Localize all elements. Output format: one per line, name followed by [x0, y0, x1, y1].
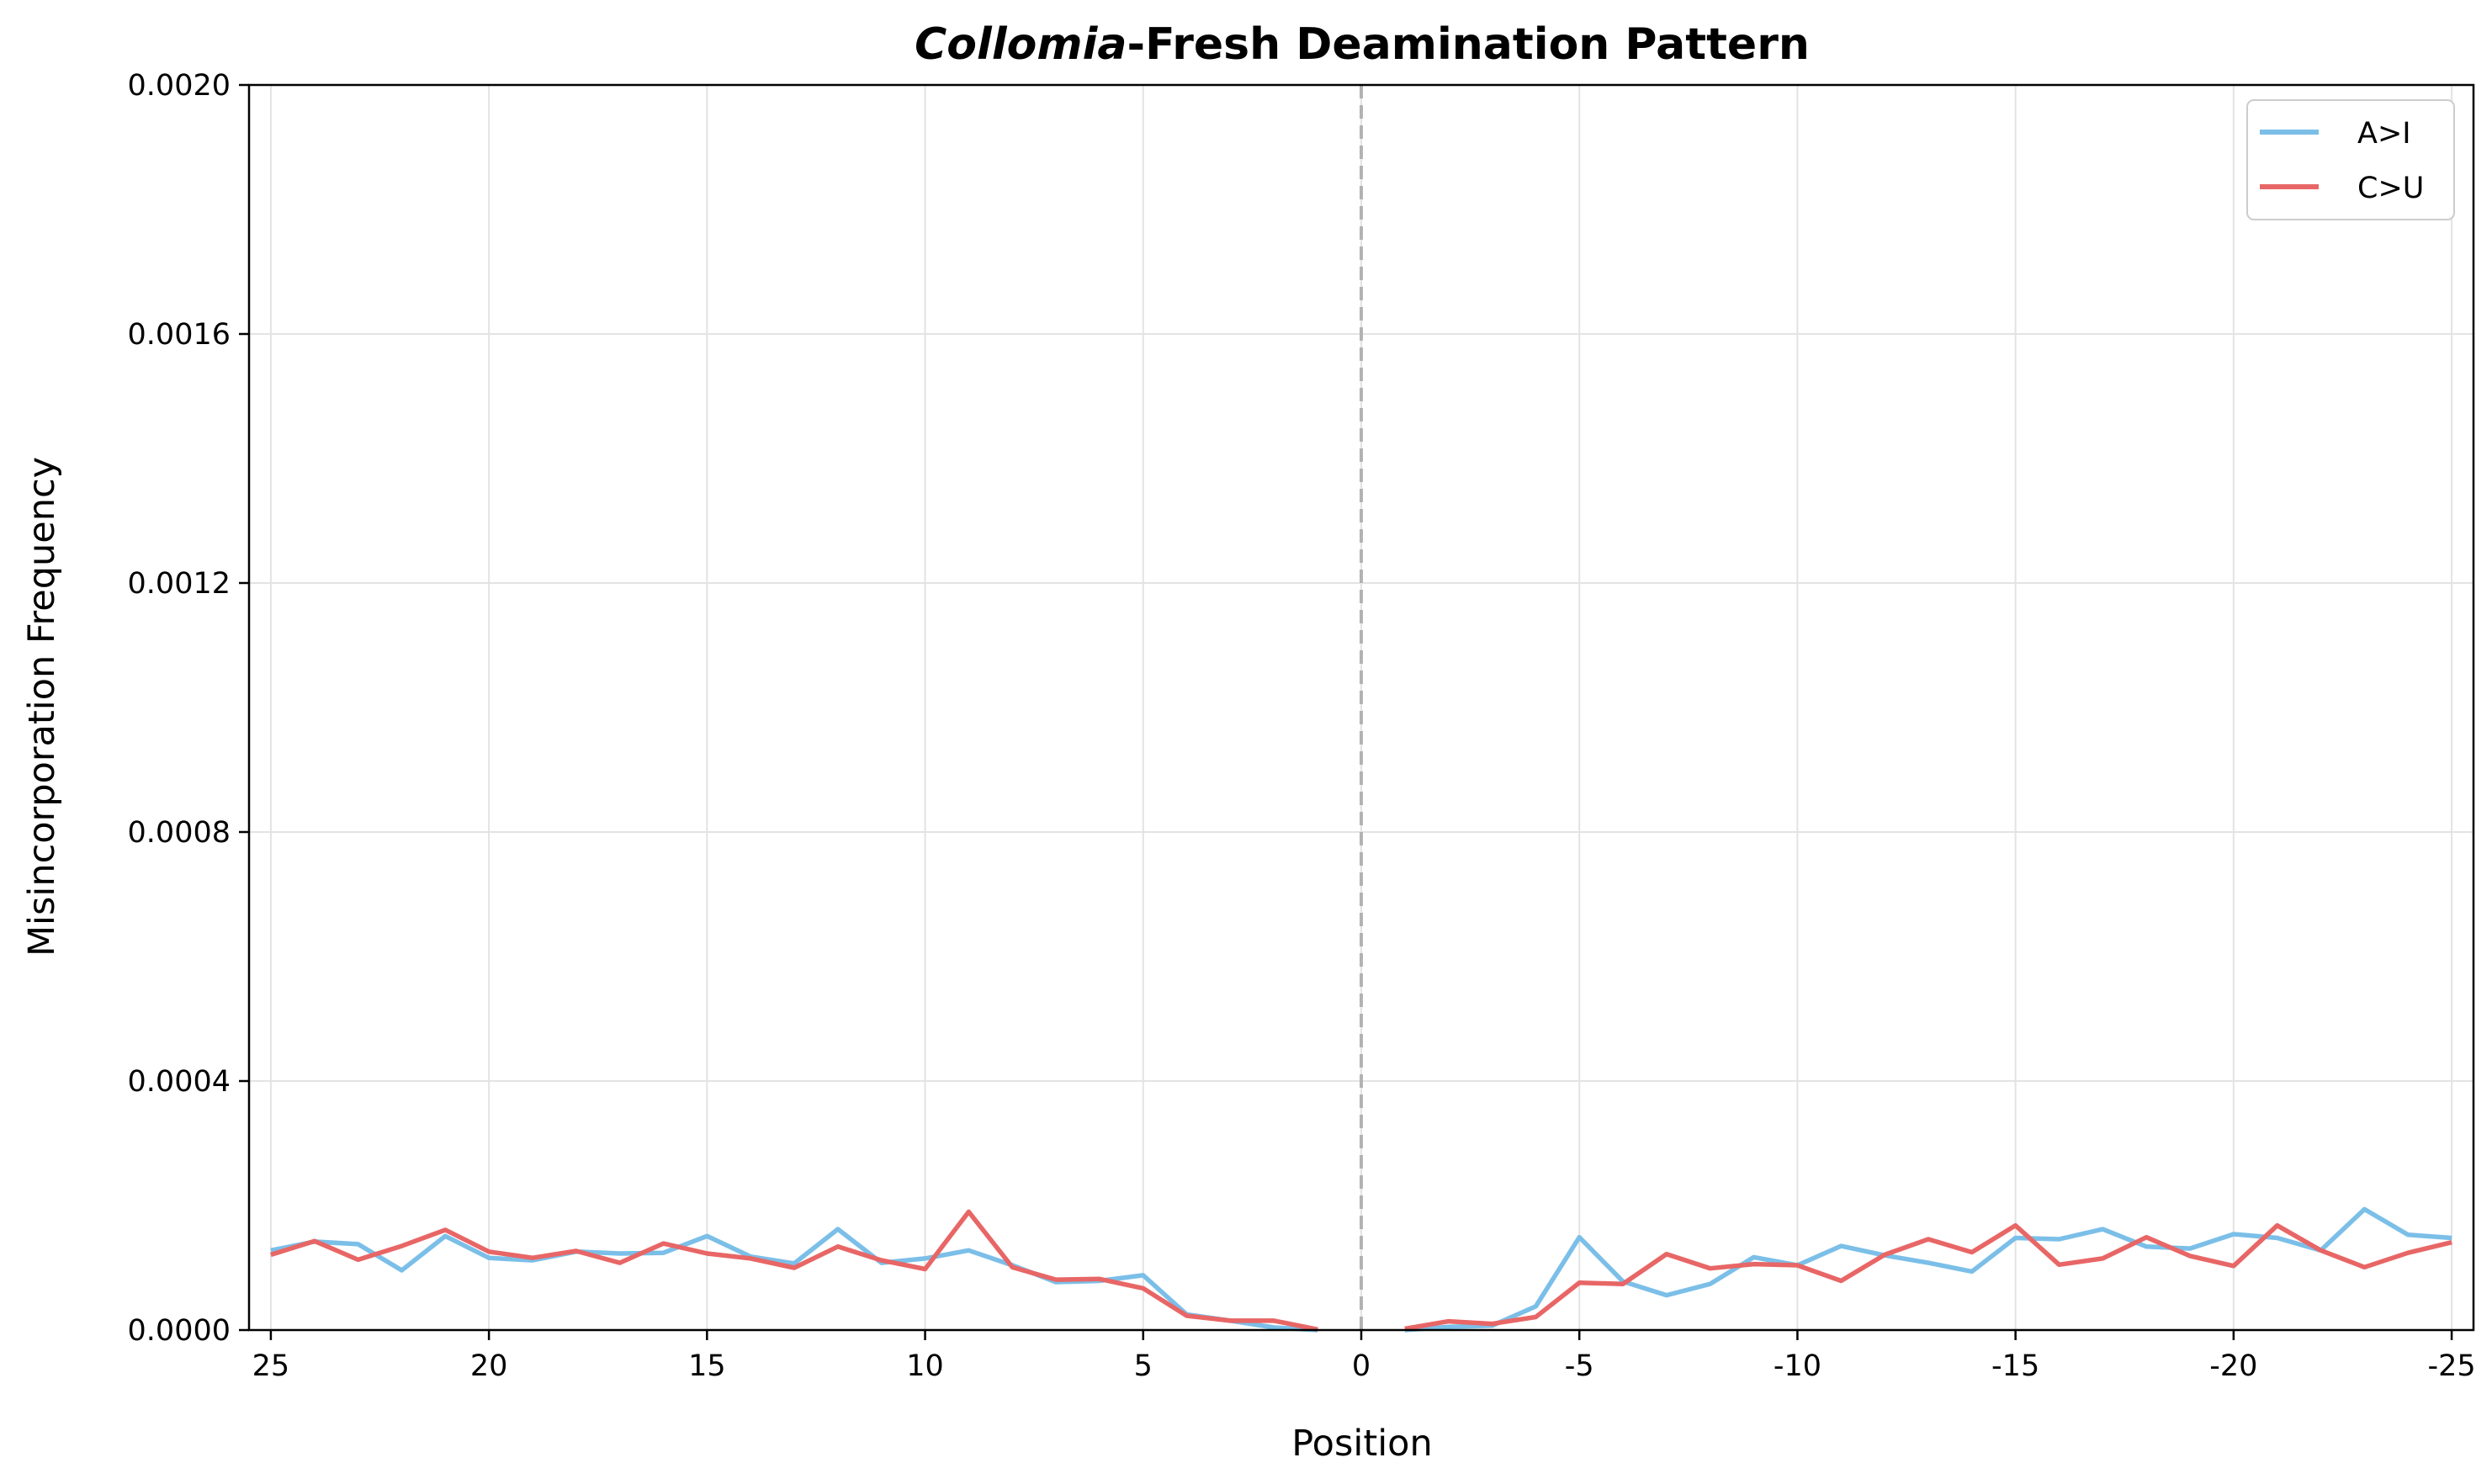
series-line-c-to-u-right	[1404, 1222, 2452, 1332]
x-tick-label: 20	[470, 1349, 508, 1383]
x-axis-title: Position	[1291, 1423, 1432, 1465]
y-tick-label: 0.0012	[128, 567, 231, 601]
y-tick-label: 0.0020	[128, 69, 231, 103]
series-line-a-to-i-right	[1404, 1206, 2452, 1333]
series-line-c-to-u-left	[270, 1209, 1318, 1332]
x-tick-label: -15	[1991, 1349, 2039, 1383]
x-tick-label: 10	[906, 1349, 944, 1383]
x-tick-label: -25	[2427, 1349, 2475, 1383]
x-tick-label: -5	[1565, 1349, 1594, 1383]
chart-title-italic: Collomia	[915, 19, 1127, 70]
x-tick-label: 0	[1352, 1349, 1371, 1383]
series-lines	[270, 1206, 2452, 1333]
chart-title-rest: -Fresh Deamination Pattern	[1127, 19, 1809, 70]
y-tick-label: 0.0016	[128, 318, 231, 352]
x-tick-label: -20	[2209, 1349, 2257, 1383]
y-tick-label: 0.0004	[128, 1065, 231, 1099]
x-tick-label: 15	[688, 1349, 726, 1383]
y-tick-label: 0.0000	[128, 1314, 231, 1348]
x-tick-label: 25	[252, 1349, 290, 1383]
x-tick-label: 5	[1134, 1349, 1153, 1383]
chart-title: Collomia-Fresh Deamination Pattern	[915, 19, 1810, 70]
legend: A>I C>U	[2246, 99, 2455, 220]
y-tick-label: 0.0008	[128, 816, 231, 850]
axis-ticks: 0.0000 0.0004 0.0008 0.0012 0.0016 0.0020 25 20…	[128, 69, 2476, 1383]
x-tick-label: -10	[1774, 1349, 1821, 1383]
legend-label-c-to-u: C>U	[2357, 172, 2424, 205]
y-axis-title: Misincorporation Frequency	[21, 457, 63, 957]
legend-label-a-to-i: A>I	[2357, 117, 2411, 151]
series-line-a-to-i-left	[270, 1227, 1318, 1333]
